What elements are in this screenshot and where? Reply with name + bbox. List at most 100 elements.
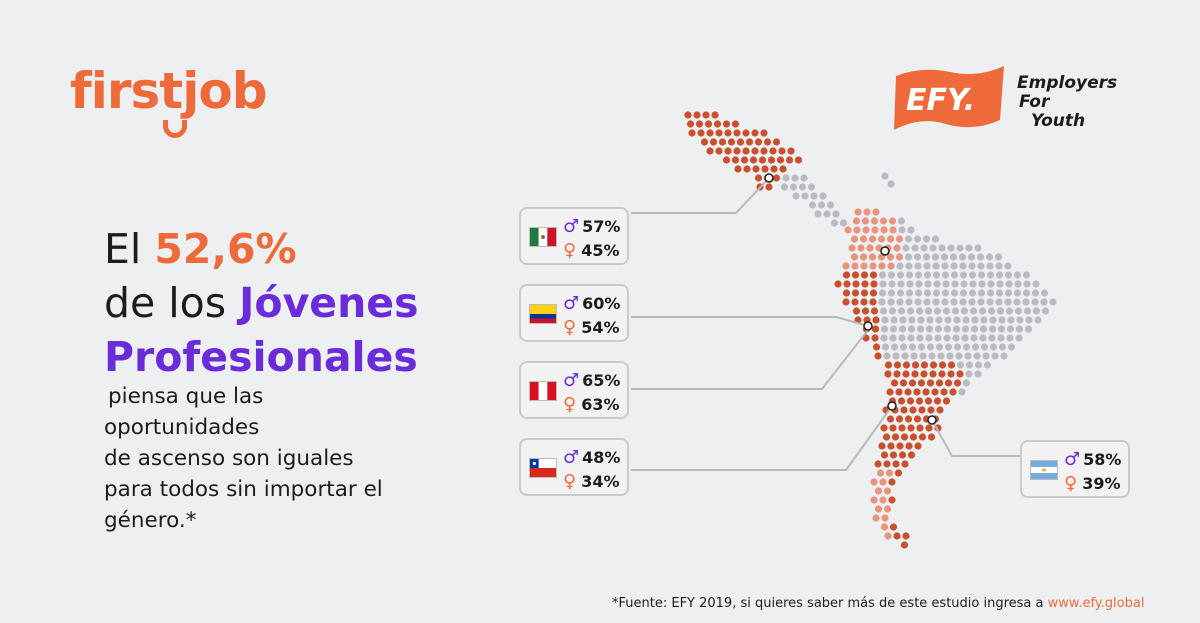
map-dot	[1013, 271, 1022, 279]
map-dot	[868, 235, 877, 243]
map-dot	[979, 334, 987, 342]
stat-male: ♂ 48%	[563, 447, 620, 468]
map-dot	[830, 219, 839, 227]
stat-female-value: 54%	[581, 318, 620, 337]
map-dot	[869, 262, 877, 270]
map-dot	[996, 307, 1005, 315]
headline-line-1: El 52,6%	[104, 222, 464, 276]
map-dot	[709, 138, 718, 146]
map-dot	[886, 253, 895, 261]
map-dot	[785, 156, 794, 164]
map-dot	[959, 271, 968, 279]
map-dot	[881, 343, 890, 351]
female-icon: ♀	[1064, 473, 1078, 494]
map-dot	[1007, 316, 1015, 324]
map-pin-icon	[887, 401, 897, 411]
map-dot	[935, 316, 943, 324]
colombia-flag-icon	[529, 304, 557, 324]
map-pin-icon	[880, 246, 890, 256]
body-line: piensa que las	[108, 384, 264, 409]
map-dot	[942, 280, 950, 288]
map-dot	[918, 406, 926, 414]
map-dot	[879, 478, 887, 486]
body-line: género.*	[104, 508, 197, 533]
map-dot	[751, 147, 759, 155]
map-dot	[888, 307, 897, 315]
stat-female-value: 34%	[581, 472, 620, 491]
map-dot	[1031, 289, 1040, 297]
footer-link[interactable]: www.efy.global	[1047, 596, 1145, 611]
map-dot	[953, 343, 962, 351]
map-dot	[1040, 298, 1048, 306]
map-dot	[913, 388, 921, 396]
map-dot	[997, 325, 1006, 333]
map-dot	[887, 262, 895, 270]
map-dot	[702, 111, 710, 119]
map-dot	[907, 424, 915, 432]
map-dot	[817, 201, 826, 209]
map-dot	[874, 487, 883, 495]
stat-female: ♀ 63%	[563, 394, 619, 415]
map-dot	[852, 217, 861, 225]
map-dot	[974, 361, 983, 369]
map-dot	[901, 460, 909, 468]
map-dot	[907, 325, 916, 333]
map-dot	[929, 370, 937, 378]
map-dot	[935, 379, 944, 387]
map-dot	[950, 271, 959, 279]
connector-line	[631, 177, 770, 214]
map-dot	[923, 289, 932, 297]
map-dot	[760, 129, 768, 137]
map-dot	[927, 406, 935, 414]
map-dot	[869, 289, 878, 297]
map-dot	[872, 316, 880, 324]
map-dot	[888, 217, 897, 225]
female-icon: ♀	[563, 394, 577, 415]
map-dot	[706, 147, 714, 155]
map-dot	[995, 298, 1003, 306]
map-dot	[902, 532, 910, 540]
map-dot	[752, 165, 760, 173]
map-dot	[914, 271, 923, 279]
map-dot	[920, 244, 928, 252]
map-dot	[893, 361, 902, 369]
map-dot	[877, 235, 886, 243]
map-dot	[926, 343, 935, 351]
map-dot	[978, 280, 986, 288]
map-dot	[731, 120, 740, 128]
map-dot	[941, 298, 949, 306]
map-dot	[950, 298, 958, 306]
map-dot	[933, 397, 942, 405]
map-dot	[923, 271, 932, 279]
map-dot	[880, 226, 888, 234]
map-dot	[760, 147, 768, 155]
map-dot	[922, 253, 931, 261]
map-dot	[932, 271, 941, 279]
map-dot	[926, 379, 935, 387]
map-dot	[883, 505, 892, 513]
stat-box-chile: ♂ 48% ♀ 34%	[519, 438, 629, 496]
map-dot	[851, 262, 859, 270]
map-dot	[894, 469, 903, 477]
connector-line	[931, 419, 1020, 457]
stat-male-value: 65%	[582, 371, 621, 390]
map-dot	[982, 352, 990, 360]
map-dot	[929, 361, 938, 369]
map-dot	[859, 235, 868, 243]
map-dot	[870, 478, 878, 486]
map-dot	[851, 271, 860, 279]
map-dot	[789, 183, 798, 191]
map-dot	[943, 325, 952, 333]
map-dot	[989, 316, 997, 324]
map-dot	[861, 280, 869, 288]
map-dot	[896, 262, 904, 270]
map-dot	[727, 138, 736, 146]
map-dot	[1041, 307, 1050, 315]
map-dot	[798, 183, 807, 191]
map-dot	[887, 298, 895, 306]
map-dot	[857, 244, 865, 252]
map-dot	[965, 361, 974, 369]
map-dot	[884, 361, 893, 369]
map-dot	[935, 343, 944, 351]
map-dot	[718, 138, 727, 146]
